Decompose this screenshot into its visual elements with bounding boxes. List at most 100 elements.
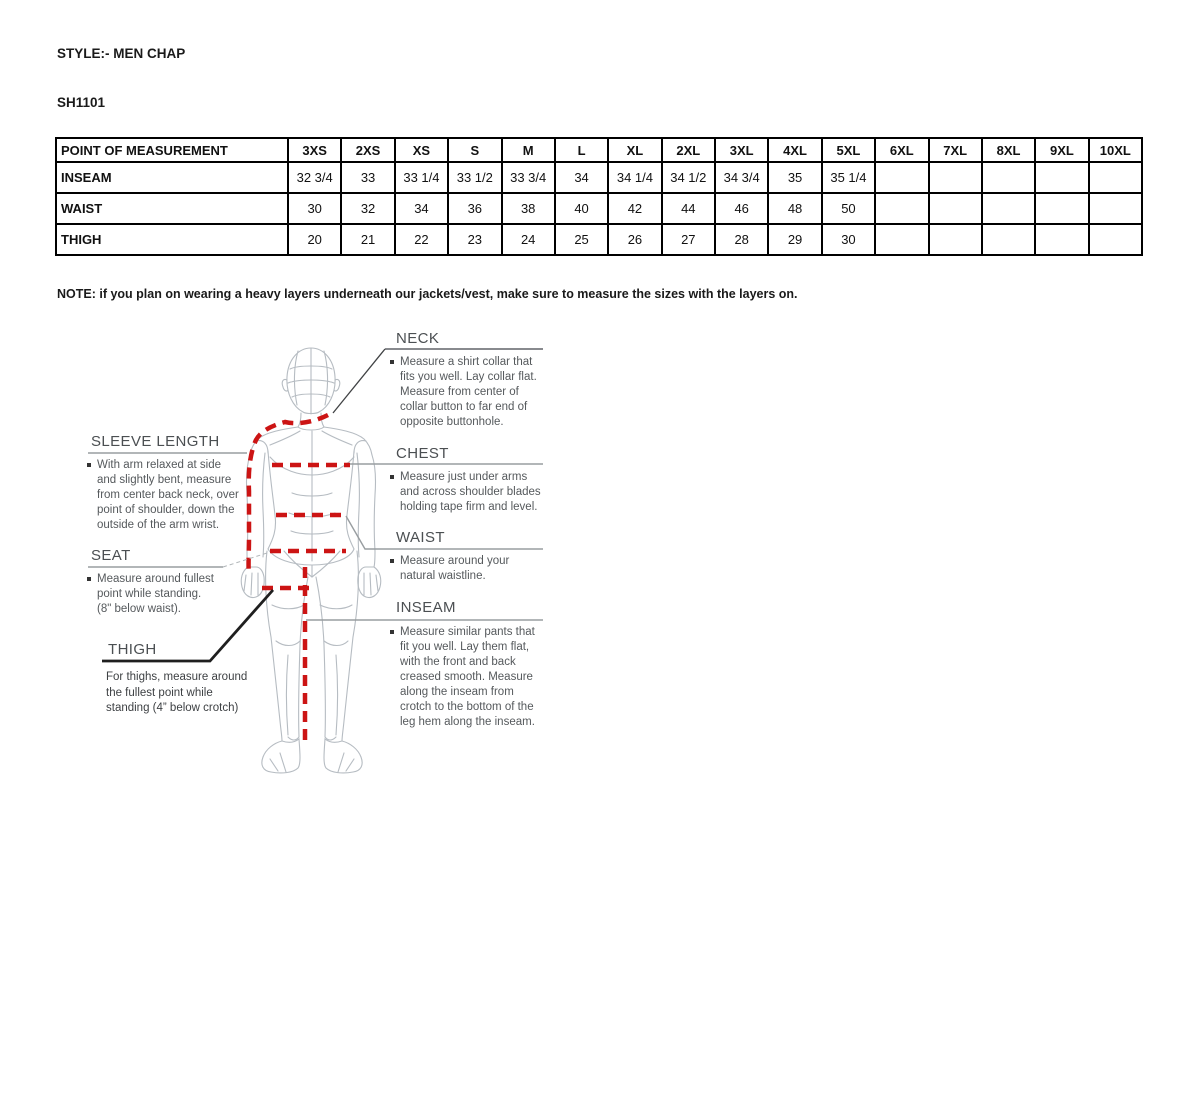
- body-diagram-figure: [88, 347, 543, 774]
- inseam-heading: INSEAM: [396, 599, 456, 616]
- thigh-heading: THIGH: [108, 641, 157, 658]
- col-header-size: 3XL: [713, 137, 770, 163]
- table-header-row: POINT OF MEASUREMENT 3XS 2XS XS S M L XL 2XL 3XL 4…: [55, 137, 1144, 163]
- sleeve-measure-line: [246, 412, 330, 576]
- label-connectors: [88, 348, 543, 663]
- bullet-square-icon: [87, 577, 91, 581]
- size-value-cell: [927, 223, 983, 256]
- measurement-lines: [246, 412, 350, 745]
- size-value-cell: [927, 192, 983, 225]
- size-value-cell: 24: [500, 223, 556, 256]
- size-value-cell: 40: [553, 192, 610, 225]
- row-label: INSEAM: [55, 161, 289, 194]
- seat-leader-line: [222, 552, 268, 568]
- size-value-cell: 26: [607, 223, 663, 256]
- row-label: THIGH: [55, 223, 289, 256]
- size-value-cell: 36: [447, 192, 503, 225]
- size-value-cell: 44: [660, 192, 717, 225]
- col-header-size: 2XS: [340, 137, 396, 163]
- size-value-cell: 28: [713, 223, 770, 256]
- bullet-square-icon: [390, 559, 394, 563]
- size-value-cell: 46: [713, 192, 770, 225]
- size-value-cell: 21: [340, 223, 396, 256]
- bullet-square-icon: [390, 630, 394, 634]
- size-value-cell: [1087, 192, 1144, 225]
- size-value-cell: 33 1/4: [393, 161, 450, 194]
- waist-leader-line: [345, 515, 543, 550]
- waist-description: Measure around your natural waistline.: [390, 554, 558, 584]
- size-value-cell: 34 1/2: [660, 161, 717, 194]
- waist-heading: WAIST: [396, 529, 445, 546]
- col-header-size: 6XL: [874, 137, 930, 163]
- col-header-point-of-measurement: POINT OF MEASUREMENT: [55, 137, 289, 163]
- size-value-cell: 25: [553, 223, 610, 256]
- size-value-cell: 30: [286, 192, 343, 225]
- col-header-size: S: [447, 137, 503, 163]
- size-value-cell: 35: [767, 161, 823, 194]
- size-value-cell: 22: [393, 223, 450, 256]
- size-value-cell: 33 3/4: [500, 161, 556, 194]
- size-value-cell: [1087, 223, 1144, 256]
- size-value-cell: [874, 161, 930, 194]
- size-value-cell: [1087, 161, 1144, 194]
- size-value-cell: 50: [820, 192, 877, 225]
- size-value-cell: 34: [553, 161, 610, 194]
- col-header-size: 4XL: [767, 137, 823, 163]
- page-title: STYLE:- MEN CHAP: [57, 46, 186, 61]
- chest-description: Measure just under arms and across shoul…: [390, 470, 558, 515]
- bullet-square-icon: [390, 360, 394, 364]
- size-chart-table: POINT OF MEASUREMENT 3XS 2XS XS S M L XL 2XL 3XL 4…: [55, 137, 1144, 256]
- size-value-cell: 35 1/4: [820, 161, 877, 194]
- size-value-cell: 32 3/4: [286, 161, 343, 194]
- seat-description: Measure around fullest point while stand…: [87, 572, 257, 617]
- col-header-size: 8XL: [980, 137, 1037, 163]
- col-header-size: 7XL: [927, 137, 983, 163]
- thigh-description: For thighs, measure around the fullest p…: [106, 671, 248, 714]
- bullet-square-icon: [390, 475, 394, 479]
- col-header-size: 2XL: [660, 137, 717, 163]
- size-value-cell: 48: [767, 192, 823, 225]
- size-value-cell: [1034, 192, 1090, 225]
- inseam-description: Measure similar pants that fit you well.…: [390, 625, 558, 730]
- size-value-cell: 27: [660, 223, 717, 256]
- sleeve-length-heading: SLEEVE LENGTH: [91, 433, 220, 450]
- size-value-cell: 30: [820, 223, 877, 256]
- size-value-cell: 38: [500, 192, 556, 225]
- size-value-cell: [927, 161, 983, 194]
- bullet-square-icon: [87, 463, 91, 467]
- chest-heading: CHEST: [396, 445, 449, 462]
- size-value-cell: 33: [340, 161, 396, 194]
- size-value-cell: [874, 223, 930, 256]
- size-value-cell: 20: [286, 223, 343, 256]
- size-value-cell: [980, 161, 1037, 194]
- size-value-cell: 33 1/2: [447, 161, 503, 194]
- size-value-cell: 42: [607, 192, 663, 225]
- thigh-leader-line: [102, 589, 275, 663]
- size-value-cell: 34: [393, 192, 450, 225]
- neck-description: Measure a shirt collar that fits you wel…: [390, 355, 558, 430]
- col-header-size: 3XS: [286, 137, 343, 163]
- row-label: WAIST: [55, 192, 289, 225]
- col-header-size: 5XL: [820, 137, 877, 163]
- col-header-size: 9XL: [1034, 137, 1090, 163]
- table-row: THIGH 20 21 22 23 24 25 26 27 28 29 30: [55, 223, 1144, 256]
- note-text: NOTE: if you plan on wearing a heavy lay…: [57, 287, 798, 301]
- col-header-size: L: [553, 137, 610, 163]
- table-row: WAIST 30 32 34 36 38 40 42 44 46 48 50: [55, 192, 1144, 225]
- size-value-cell: 23: [447, 223, 503, 256]
- size-value-cell: 29: [767, 223, 823, 256]
- size-value-cell: 34 3/4: [713, 161, 770, 194]
- size-value-cell: [1034, 223, 1090, 256]
- size-value-cell: 34 1/4: [607, 161, 663, 194]
- neck-leader-line: [332, 348, 386, 414]
- col-header-size: 10XL: [1087, 137, 1144, 163]
- col-header-size: M: [500, 137, 556, 163]
- size-value-cell: [980, 192, 1037, 225]
- style-code: SH1101: [57, 95, 106, 110]
- table-body: INSEAM 32 3/4 33 33 1/4 33 1/2 33 3/4 34 34 1/4…: [55, 161, 1144, 256]
- measurement-diagram: NECK Measure a shirt collar that fits yo…: [60, 325, 620, 795]
- size-value-cell: [874, 192, 930, 225]
- neck-heading: NECK: [396, 330, 440, 347]
- col-header-size: XL: [607, 137, 663, 163]
